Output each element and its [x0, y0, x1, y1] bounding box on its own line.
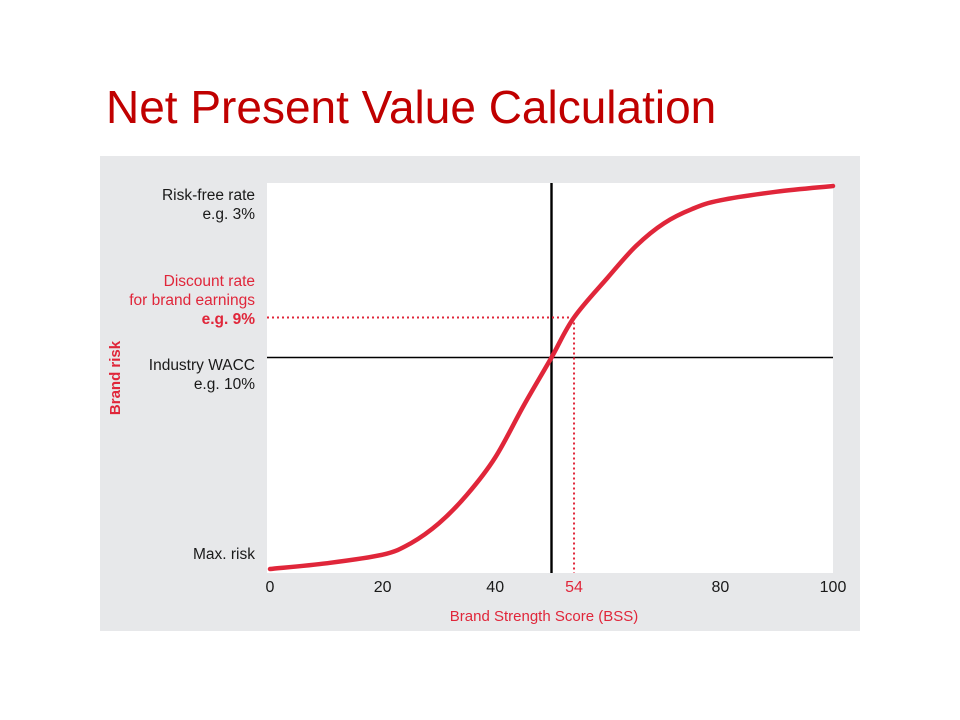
- y-level-label-discount-line-1: for brand earnings: [129, 292, 255, 309]
- x-tick-label-0: 0: [266, 579, 275, 596]
- y-level-label-risk-free-line-1: e.g. 3%: [202, 206, 255, 223]
- x-tick-label-100: 100: [820, 579, 847, 596]
- plot-area: [267, 183, 833, 573]
- y-axis-label: Brand risk: [107, 340, 124, 415]
- y-level-label-wacc-line-0: Industry WACC: [149, 357, 255, 374]
- x-axis-label: Brand Strength Score (BSS): [450, 608, 638, 625]
- slide-title: Net Present Value Calculation: [106, 81, 717, 133]
- x-tick-label-80: 80: [712, 579, 730, 596]
- y-level-label-discount-line-2: e.g. 9%: [202, 311, 256, 328]
- x-tick-label-40: 40: [486, 579, 504, 596]
- y-level-label-risk-free-line-0: Risk-free rate: [162, 187, 255, 204]
- x-tick-label-54: 54: [565, 579, 583, 596]
- x-tick-label-20: 20: [374, 579, 392, 596]
- chart-panel: Risk-free rate e.g. 3% Discount rate for br…: [100, 156, 860, 631]
- y-level-label-discount-line-0: Discount rate: [164, 273, 255, 290]
- brand-risk-curve: [267, 183, 836, 572]
- y-level-label-wacc-line-1: e.g. 10%: [194, 376, 255, 393]
- brand-risk-chart: Risk-free rate e.g. 3% Discount rate for br…: [107, 183, 847, 625]
- y-level-label-max-line-0: Max. risk: [193, 546, 255, 563]
